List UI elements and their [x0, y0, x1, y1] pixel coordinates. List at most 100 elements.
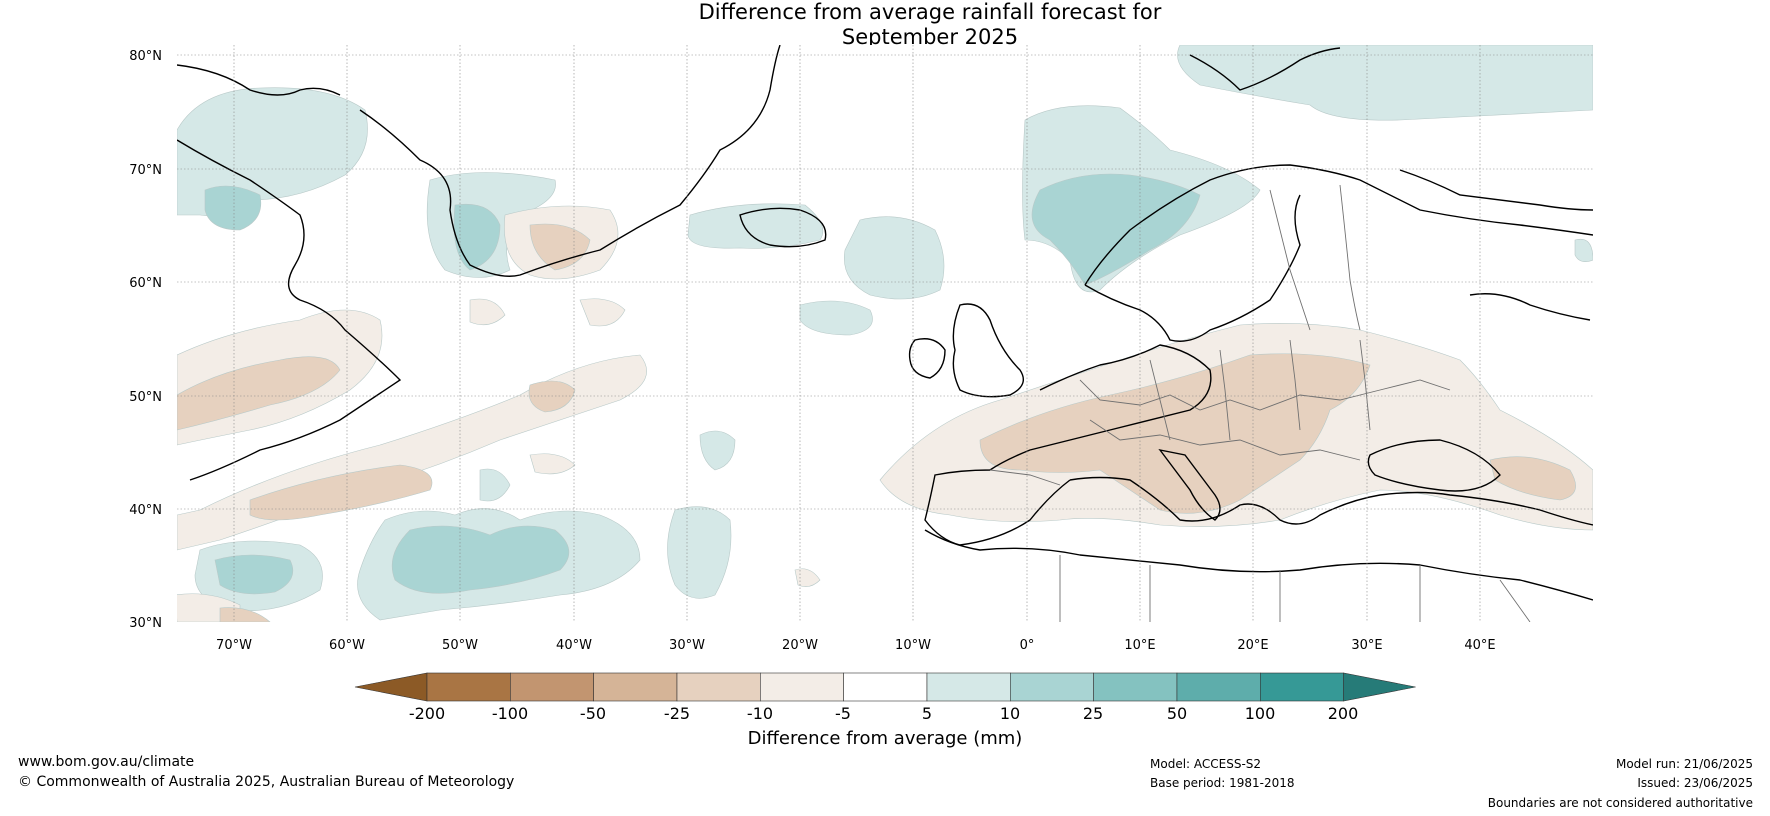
wet-region-small-islands	[699, 430, 736, 471]
chart-title: Difference from average rainfall forecas…	[0, 0, 1770, 50]
lon-label: 30°E	[1351, 638, 1382, 653]
wet-region-svalbard	[1177, 45, 1593, 121]
colorbar-tick-labels: -200 -100 -50 -25 -10 -5 5 10 25 50 100 …	[409, 704, 1358, 723]
colorbar-tick: -10	[747, 704, 773, 723]
footer-model: Model: ACCESS-S2	[1150, 757, 1262, 771]
wet-region-norway-core	[1031, 173, 1201, 286]
lon-label: 70°W	[216, 638, 252, 653]
colorbar-segment	[760, 672, 844, 702]
wet-region-ireland-west	[799, 300, 873, 336]
colorbar-segment	[593, 672, 678, 702]
dry-region-atlantic-patch	[528, 380, 576, 413]
colorbar-label: Difference from average (mm)	[748, 728, 1023, 749]
coast-ireland	[908, 338, 946, 379]
footer-model-run: Model run: 21/06/2025	[1615, 757, 1753, 771]
lon-label: 20°W	[782, 638, 818, 653]
border-finland	[1339, 184, 1361, 331]
colorbar-tick: -50	[580, 704, 606, 723]
dry-region-black-sea-east	[1489, 456, 1576, 501]
colorbar-tick: -5	[835, 704, 851, 723]
coast-baffin	[177, 64, 341, 96]
colorbar-tick: -200	[409, 704, 445, 723]
lon-label: 50°W	[442, 638, 478, 653]
dry-region-europe-core	[979, 353, 1371, 514]
colorbar-tick: -100	[492, 704, 528, 723]
coast-gb	[952, 303, 1024, 398]
dry-region-canary	[794, 568, 821, 587]
lon-label: 10°W	[895, 638, 931, 653]
lat-label: 60°N	[129, 276, 162, 291]
footer-base-period: Base period: 1981-2018	[1150, 776, 1295, 790]
lon-label: 0°	[1020, 638, 1035, 653]
coast-barents	[1469, 293, 1591, 321]
lon-label: 30°W	[669, 638, 705, 653]
coast-mediterranean-north	[1069, 476, 1593, 526]
dry-region-atlantic-small	[469, 298, 506, 326]
coastlines	[177, 45, 1593, 601]
colorbar-segment	[426, 672, 511, 702]
border-europe-2	[1089, 419, 1361, 461]
wet-region-atlantic-south-core	[214, 554, 294, 595]
coast-greenland	[359, 45, 781, 277]
coast-russia-arctic	[1399, 169, 1593, 211]
colorbar-segment	[1010, 672, 1094, 702]
lat-label: 40°N	[129, 503, 162, 518]
lat-label: 30°N	[129, 616, 162, 631]
coast-canada-arctic	[177, 139, 402, 481]
coast-svalbard	[1189, 47, 1341, 91]
colorbar-segment	[510, 672, 594, 702]
dry-region-greenland-south-core	[529, 223, 591, 271]
colorbar-segment	[926, 672, 1011, 702]
colorbar-segment	[1176, 672, 1261, 702]
coast-italy	[1158, 448, 1221, 521]
coast-iceland	[739, 207, 827, 248]
lon-label: 10°E	[1124, 638, 1155, 653]
lat-label: 80°N	[129, 49, 162, 64]
wet-region-mid-atlantic	[667, 506, 732, 599]
dry-region-canada-east-core	[177, 356, 341, 431]
colorbar-tick: 50	[1167, 704, 1187, 723]
country-borders	[989, 184, 1531, 622]
colorbar-tick: 25	[1083, 704, 1103, 723]
coast-africa-north	[924, 529, 1593, 601]
lat-label: 70°N	[129, 163, 162, 178]
dry-region-atlantic-small-3	[529, 453, 576, 475]
colorbar-extend-high	[1343, 672, 1416, 702]
rainfall-anomaly-shading	[177, 45, 1593, 622]
dry-region-atlantic-small-2	[579, 298, 626, 327]
footer-url: www.bom.gov.au/climate	[18, 754, 195, 770]
footer-copyright: © Commonwealth of Australia 2025, Austra…	[18, 774, 515, 790]
wet-region-iceland	[687, 203, 824, 249]
colorbar-tick: 200	[1328, 704, 1359, 723]
coast-norway	[1084, 164, 1593, 286]
lon-label: 40°W	[556, 638, 592, 653]
wet-region-azores-core	[391, 525, 570, 594]
footer-disclaimer: Boundaries are not considered authoritat…	[1487, 796, 1753, 810]
border-spain-france	[989, 469, 1061, 486]
border-scandinavia	[1269, 189, 1311, 331]
coast-black-sea	[1367, 439, 1501, 492]
colorbar-segment	[1093, 672, 1178, 702]
lon-label: 40°E	[1464, 638, 1495, 653]
wet-region-mid-atlantic-2	[479, 468, 511, 502]
lon-label: 60°W	[329, 638, 365, 653]
coast-scandinavia-south	[1084, 194, 1301, 342]
footer-issued: Issued: 23/06/2025	[1637, 776, 1753, 790]
colorbar-tick: -25	[664, 704, 690, 723]
border-europe-3	[1149, 339, 1371, 441]
latitude-labels: 80°N 70°N 60°N 50°N 40°N 30°N	[129, 49, 162, 631]
wet-region-baffin-core	[204, 185, 262, 231]
title-line-1: Difference from average rainfall forecas…	[698, 0, 1162, 24]
colorbar-tick: 100	[1245, 704, 1276, 723]
dry-region-mid-atlantic-core	[249, 464, 433, 521]
dry-region-north-africa-core	[219, 607, 271, 622]
colorbar-tick: 5	[922, 704, 932, 723]
lat-label: 50°N	[129, 390, 162, 405]
map-panel	[177, 45, 1593, 622]
colorbar-tick: 10	[1000, 704, 1020, 723]
colorbar-segment	[1260, 672, 1344, 702]
colorbar-segment	[843, 672, 928, 702]
border-africa	[1059, 555, 1531, 622]
colorbar	[354, 672, 1416, 702]
